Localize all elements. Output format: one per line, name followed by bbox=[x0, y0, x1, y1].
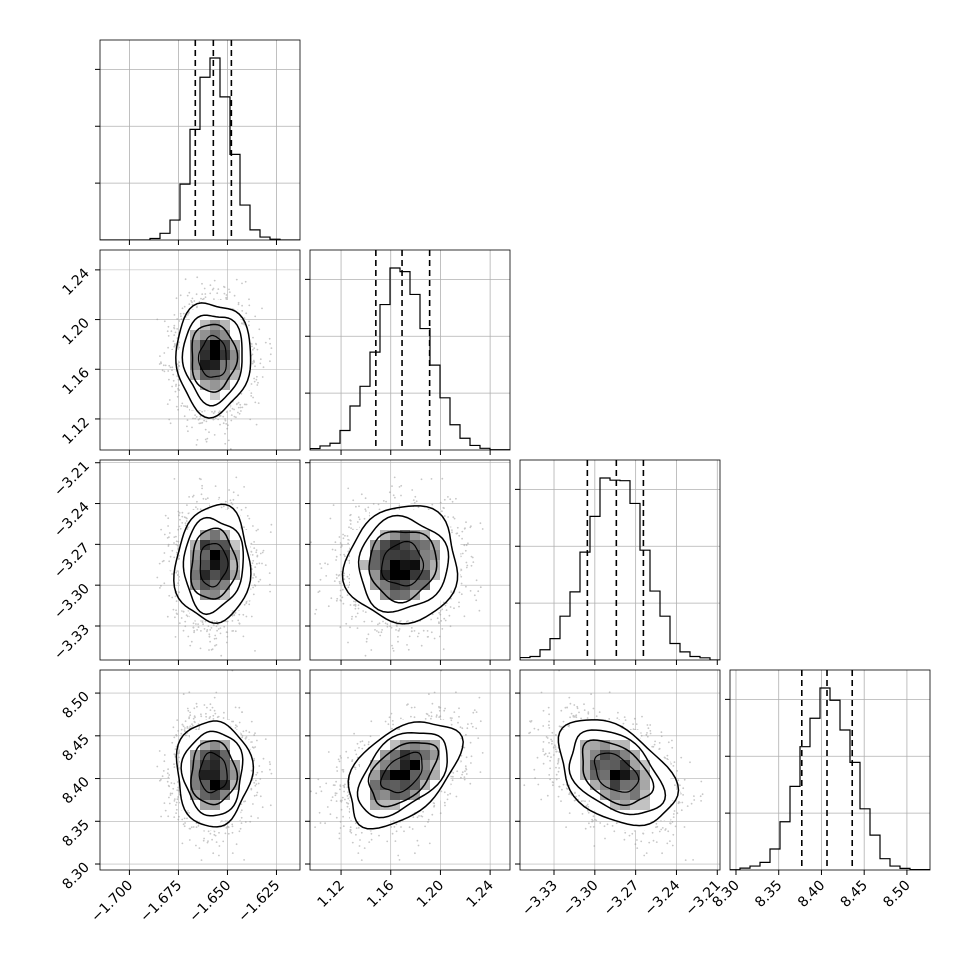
contour-3 bbox=[557, 719, 680, 827]
contour-1 bbox=[367, 741, 440, 808]
density-pixels bbox=[350, 500, 461, 621]
contour-0 bbox=[380, 540, 425, 587]
panel-frame-3-1 bbox=[309, 669, 511, 871]
histogram-1 bbox=[310, 267, 510, 450]
y-tick-label: 1.12 bbox=[59, 414, 92, 447]
y-tick-label: 8.35 bbox=[59, 817, 92, 850]
x-tick-label: 1.24 bbox=[464, 877, 497, 910]
x-tick-label: 8.45 bbox=[838, 878, 871, 911]
y-tick-label: 8.30 bbox=[59, 860, 92, 893]
x-tick-label: −1.650 bbox=[186, 878, 234, 926]
hist-grid-2 bbox=[515, 460, 720, 660]
contour-3 bbox=[175, 720, 255, 828]
x-tick-label: −1.700 bbox=[88, 878, 136, 926]
hist-frame-2 bbox=[519, 459, 721, 661]
x-tick-label: 8.35 bbox=[752, 878, 785, 911]
hist-panel-3 bbox=[725, 669, 931, 871]
contours bbox=[341, 505, 459, 625]
contours bbox=[557, 719, 680, 827]
contour-2 bbox=[357, 514, 450, 614]
panel-frame-2-1 bbox=[309, 459, 511, 661]
panel-frame-2-0 bbox=[99, 459, 301, 661]
x-tick-label: 1.20 bbox=[414, 878, 447, 911]
hist-panel-1 bbox=[305, 249, 511, 451]
contour-0 bbox=[198, 751, 228, 794]
x-tick-labels: −1.700 −1.675 −1.650 −1.625 1.12 1.16 1.20 1.24… bbox=[88, 877, 913, 925]
y-tick-label: −3.30 bbox=[51, 581, 93, 623]
hist-panel-0 bbox=[95, 39, 301, 241]
x-tick-label: −3.24 bbox=[642, 877, 684, 919]
histogram-3 bbox=[730, 687, 930, 870]
contours bbox=[347, 721, 464, 830]
y-tick-label: 8.45 bbox=[59, 731, 92, 764]
contour-2 bbox=[568, 729, 667, 816]
contour-2 bbox=[356, 732, 448, 819]
panel-frame-3-0 bbox=[99, 669, 301, 871]
contour-1 bbox=[190, 740, 239, 806]
contours bbox=[175, 302, 252, 419]
contour-3 bbox=[173, 503, 252, 624]
contour-2 bbox=[180, 730, 244, 817]
hist-grid-0 bbox=[95, 40, 300, 240]
y-tick-label: 1.16 bbox=[59, 365, 92, 398]
panel-frame-3-2 bbox=[519, 669, 721, 871]
x-tick-label: 8.50 bbox=[880, 878, 913, 911]
contour-0 bbox=[593, 752, 640, 793]
scatter-panel-3-0 bbox=[99, 669, 301, 871]
contour-0 bbox=[379, 751, 423, 794]
hist-grid-1 bbox=[305, 250, 510, 450]
histogram-2 bbox=[520, 477, 720, 660]
hist-frame-1 bbox=[309, 249, 511, 451]
hist-panel-2 bbox=[515, 459, 721, 661]
y-tick-label: −3.27 bbox=[51, 540, 93, 582]
contour-1 bbox=[581, 739, 655, 806]
x-tick-label: −1.625 bbox=[235, 878, 283, 926]
panel-frame-1-0 bbox=[99, 249, 301, 451]
contour-1 bbox=[191, 323, 239, 393]
scatter-panel-2-1 bbox=[309, 459, 511, 661]
y-tick-label: 1.20 bbox=[59, 315, 92, 348]
contour-1 bbox=[190, 527, 239, 600]
y-tick-label: −3.21 bbox=[51, 458, 93, 500]
contour-1 bbox=[368, 530, 438, 604]
contour-0 bbox=[199, 543, 229, 588]
scatter-panel-2-0 bbox=[99, 459, 301, 661]
y-tick-label: 8.40 bbox=[59, 774, 92, 807]
x-tick-label: −3.30 bbox=[560, 878, 602, 920]
contour-3 bbox=[175, 302, 252, 419]
contour-3 bbox=[341, 505, 459, 625]
contour-2 bbox=[181, 314, 243, 407]
x-tick-label: 1.12 bbox=[315, 878, 348, 911]
x-tick-label: 1.16 bbox=[364, 877, 397, 910]
y-tick-label: 8.50 bbox=[59, 689, 92, 722]
histogram-0 bbox=[100, 57, 300, 240]
scatter-panel-3-1 bbox=[309, 669, 511, 871]
scatter-panel-1-0 bbox=[99, 249, 301, 451]
y-tick-label: −3.24 bbox=[51, 499, 93, 541]
contours bbox=[173, 503, 252, 624]
contours bbox=[175, 720, 255, 828]
x-tick-label: 8.40 bbox=[795, 878, 828, 911]
hist-frame-0 bbox=[99, 39, 301, 241]
x-tick-label: −3.27 bbox=[601, 878, 643, 920]
y-tick-labels: 1.12 1.16 1.20 1.24 −3.33−3.30−3.27−3.24−3.2… bbox=[51, 265, 93, 893]
y-tick-label: −3.33 bbox=[51, 622, 93, 664]
x-tick-label: −1.675 bbox=[137, 878, 185, 926]
contour-3 bbox=[347, 721, 464, 830]
x-tick-label: −3.33 bbox=[519, 878, 561, 920]
contour-2 bbox=[182, 516, 245, 616]
hist-frame-3 bbox=[729, 669, 931, 871]
contour-0 bbox=[197, 334, 227, 378]
y-tick-label: 1.24 bbox=[59, 265, 92, 298]
scatter-panel-3-2 bbox=[519, 669, 721, 871]
